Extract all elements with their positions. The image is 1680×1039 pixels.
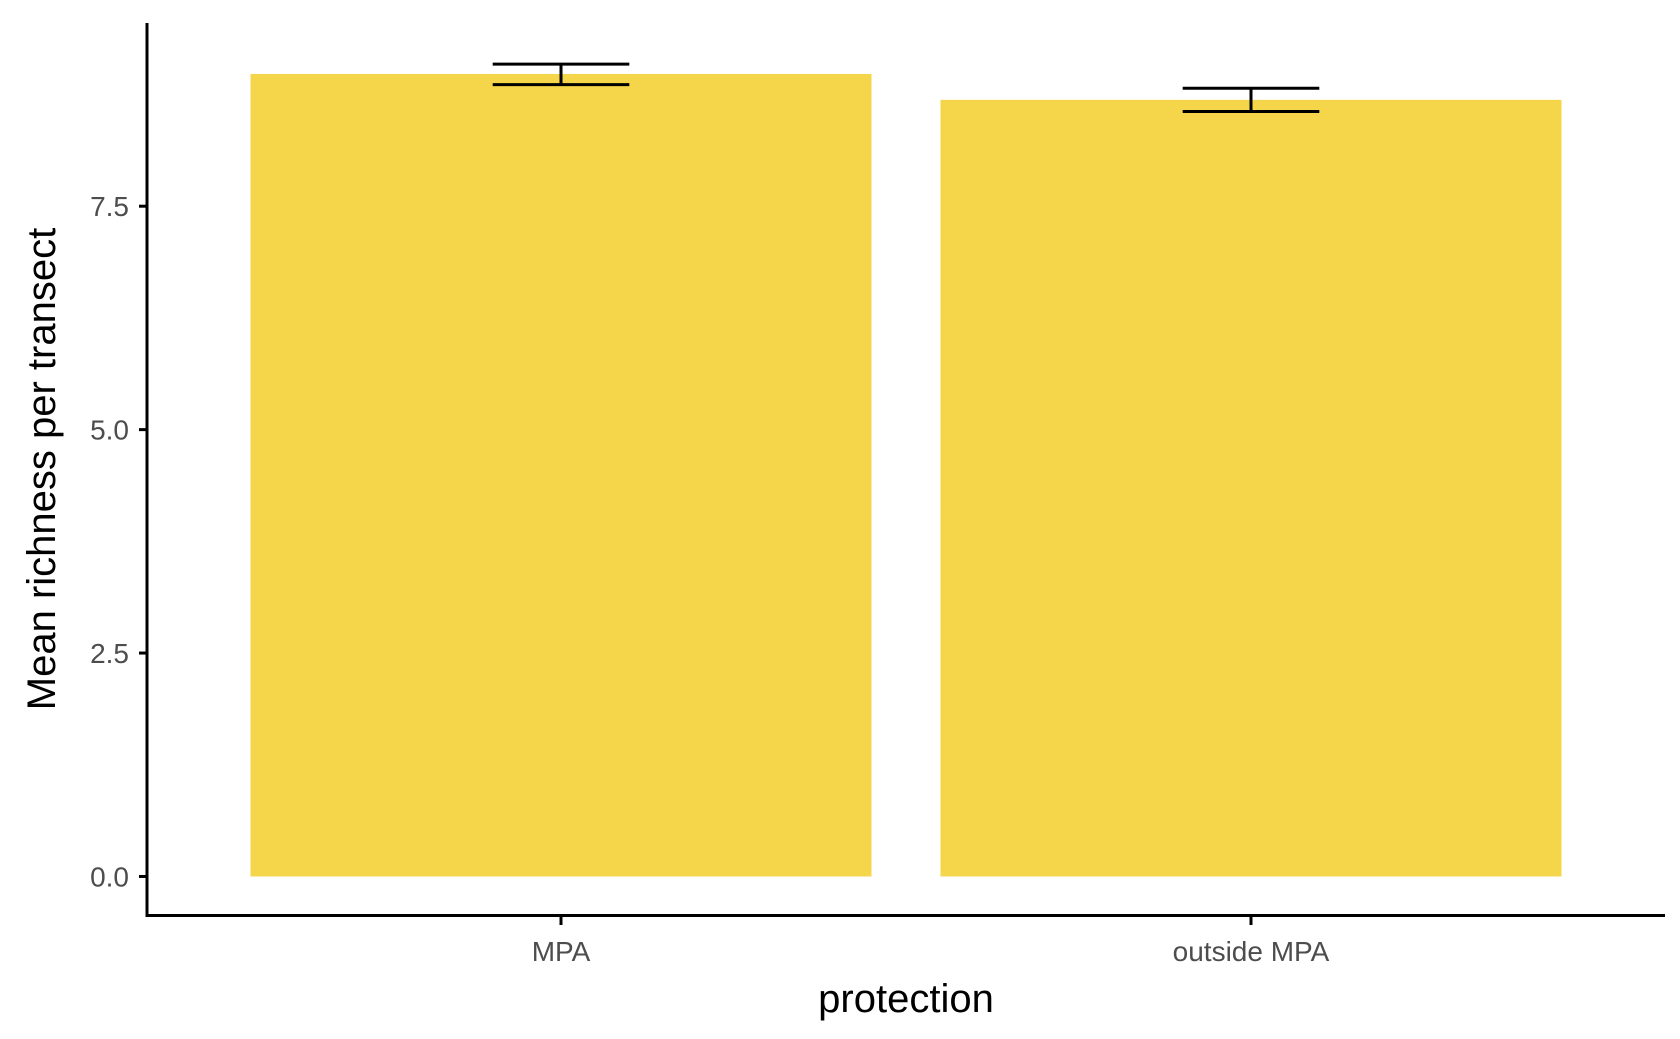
y-tick-label: 0.0 <box>90 861 129 892</box>
y-tick-label: 2.5 <box>90 638 129 669</box>
y-ticks-layer: 0.0 2.5 5.0 7.5 <box>90 191 147 892</box>
error-bar-0 <box>492 62 630 87</box>
bar-1 <box>940 99 1562 877</box>
y-tick-label: 7.5 <box>90 191 129 222</box>
y-tick-label: 5.0 <box>90 415 129 446</box>
bar-0 <box>250 73 872 877</box>
error-bars-layer <box>492 62 1320 113</box>
error-bar-1 <box>1182 86 1320 113</box>
x-tick-label: outside MPA <box>1173 936 1330 967</box>
x-ticks-layer: MPA outside MPA <box>532 917 1330 967</box>
x-axis-title: protection <box>818 977 994 1021</box>
x-tick-label: MPA <box>532 936 591 967</box>
bars-layer <box>250 73 1562 877</box>
y-axis-title: Mean richness per transect <box>20 228 64 710</box>
